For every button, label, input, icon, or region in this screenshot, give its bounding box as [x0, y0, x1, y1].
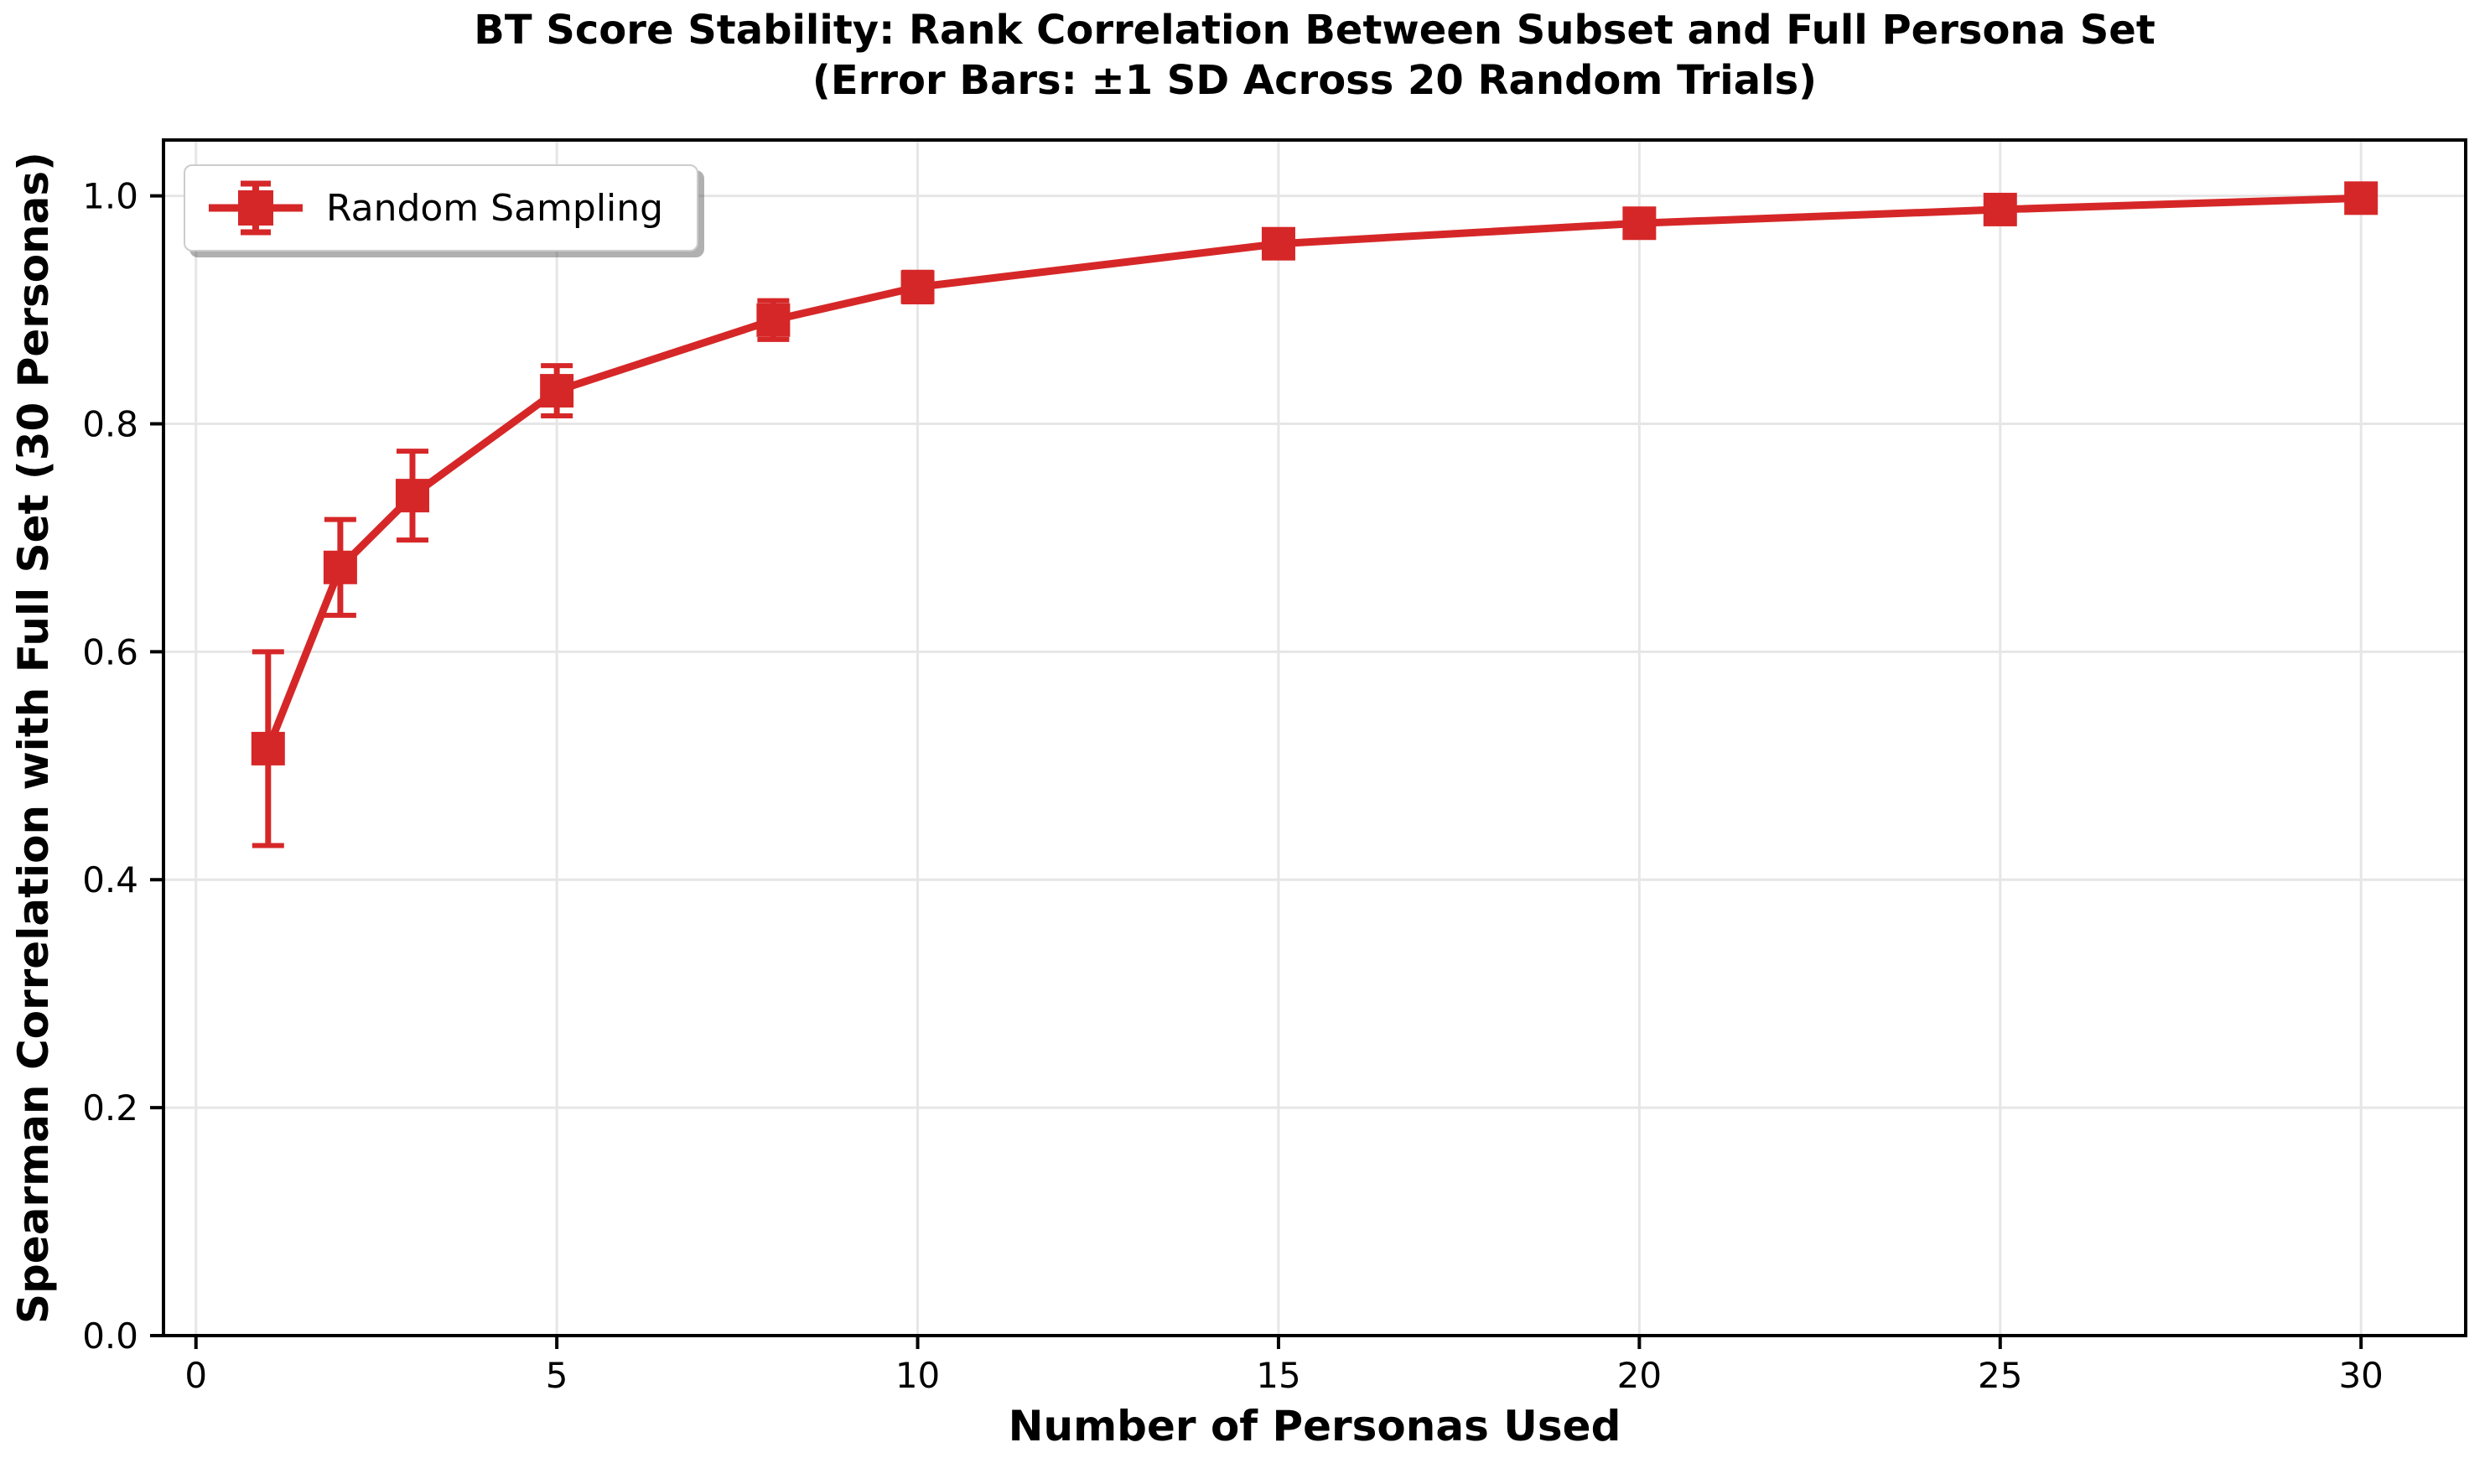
data-point-marker [323, 550, 357, 584]
data-point-marker [2344, 181, 2378, 215]
x-axis-label: Number of Personas Used [1008, 1402, 1621, 1450]
data-point-marker [1983, 192, 2017, 226]
data-point-marker [1622, 206, 1657, 241]
legend: Random Sampling [184, 164, 699, 252]
x-tick-label: 15 [1256, 1355, 1300, 1396]
x-tick-label: 20 [1617, 1355, 1662, 1396]
y-tick-label: 0.6 [82, 631, 138, 672]
y-tick-label: 0.2 [82, 1087, 138, 1129]
y-axis-label: Spearman Correlation with Full Set (30 P… [9, 151, 58, 1325]
data-point-marker [395, 479, 429, 513]
x-tick-label: 25 [1978, 1355, 2022, 1396]
data-point-marker [1261, 226, 1295, 261]
y-tick-label: 0.4 [82, 859, 138, 900]
x-tick-label: 0 [184, 1355, 207, 1396]
y-tick-label: 1.0 [82, 176, 138, 217]
data-point-marker [756, 303, 791, 337]
plot-border [162, 138, 2467, 1337]
chart-title: BT Score Stability: Rank Correlation Bet… [474, 5, 2155, 106]
data-line [264, 194, 2365, 753]
x-tick-label: 30 [2338, 1355, 2383, 1396]
data-point-marker [251, 731, 285, 765]
data-point-marker [900, 270, 935, 304]
y-tick-label: 0.8 [82, 403, 138, 444]
x-tick-label: 5 [546, 1355, 568, 1396]
legend-label: Random Sampling [326, 186, 664, 230]
chart-title-line2: (Error Bars: ±1 SD Across 20 Random Tria… [812, 57, 1818, 104]
data-point-marker [540, 374, 574, 408]
chart-title-line1: BT Score Stability: Rank Correlation Bet… [474, 7, 2155, 54]
x-tick-label: 10 [895, 1355, 940, 1396]
legend-errorbar-icon [209, 180, 303, 236]
y-tick-label: 0.0 [82, 1315, 138, 1357]
